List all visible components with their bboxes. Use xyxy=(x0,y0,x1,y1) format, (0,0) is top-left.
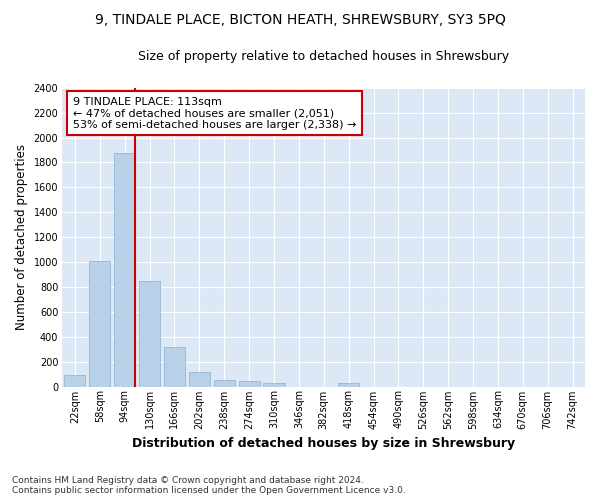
Title: Size of property relative to detached houses in Shrewsbury: Size of property relative to detached ho… xyxy=(138,50,509,63)
Bar xyxy=(64,376,85,386)
X-axis label: Distribution of detached houses by size in Shrewsbury: Distribution of detached houses by size … xyxy=(132,437,515,450)
Bar xyxy=(139,280,160,386)
Bar xyxy=(189,372,210,386)
Text: 9 TINDALE PLACE: 113sqm
← 47% of detached houses are smaller (2,051)
53% of semi: 9 TINDALE PLACE: 113sqm ← 47% of detache… xyxy=(73,96,356,130)
Text: Contains HM Land Registry data © Crown copyright and database right 2024.
Contai: Contains HM Land Registry data © Crown c… xyxy=(12,476,406,495)
Bar xyxy=(214,380,235,386)
Bar xyxy=(239,381,260,386)
Bar xyxy=(89,261,110,386)
Bar xyxy=(164,346,185,387)
Bar xyxy=(338,383,359,386)
Bar xyxy=(114,152,135,386)
Text: 9, TINDALE PLACE, BICTON HEATH, SHREWSBURY, SY3 5PQ: 9, TINDALE PLACE, BICTON HEATH, SHREWSBU… xyxy=(95,12,505,26)
Y-axis label: Number of detached properties: Number of detached properties xyxy=(15,144,28,330)
Bar xyxy=(263,383,284,386)
